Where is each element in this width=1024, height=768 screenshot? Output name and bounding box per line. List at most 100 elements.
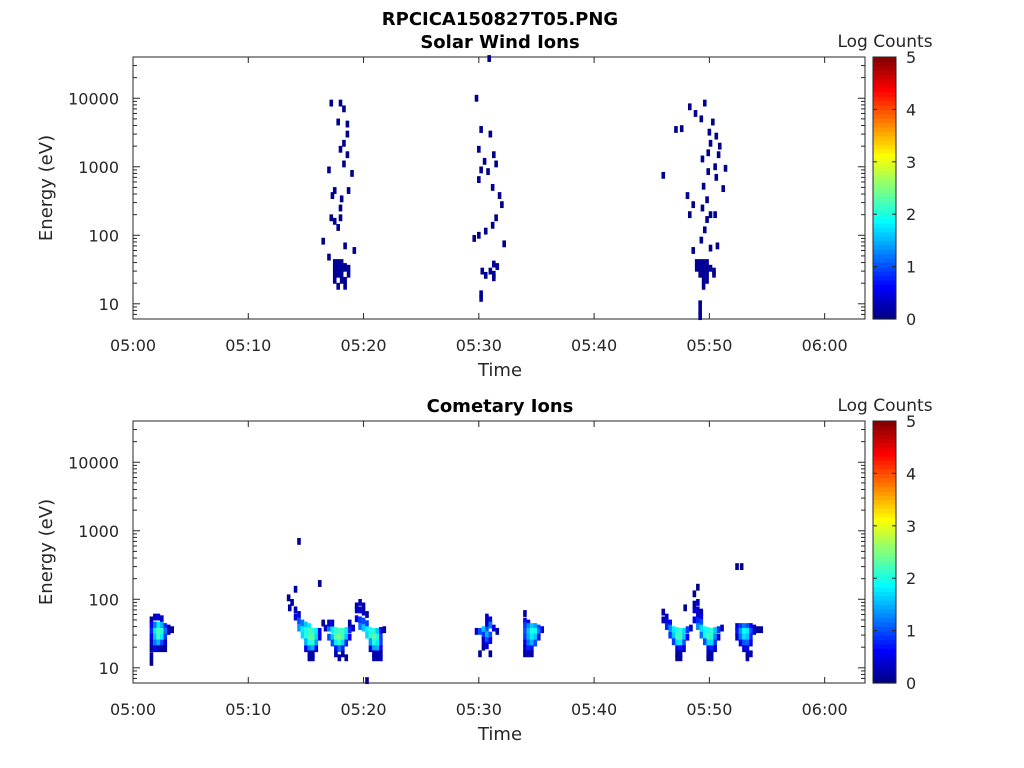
colorbar-tick-label: 1 <box>906 258 916 277</box>
heatmap-cell <box>526 650 531 658</box>
colorbar-tick-label: 5 <box>906 412 916 431</box>
heatmap-cell <box>711 118 715 126</box>
colorbar-swatch <box>873 613 896 619</box>
colorbar-swatch <box>873 161 896 167</box>
heatmap-cell <box>696 583 700 591</box>
heatmap-cell <box>153 613 157 621</box>
colorbar-swatch <box>873 600 896 605</box>
heatmap-cell <box>745 645 750 653</box>
heatmap-cell <box>317 627 322 635</box>
heatmap-cell <box>530 645 534 653</box>
heatmap-cell <box>720 624 724 632</box>
heatmap-cell <box>709 627 714 635</box>
heatmap-cell <box>337 639 342 647</box>
heatmap-cell <box>337 654 342 662</box>
heatmap-cell <box>742 633 746 641</box>
colorbar-swatch <box>873 249 896 255</box>
heatmap-cell <box>339 259 344 266</box>
heatmap-cell <box>679 125 684 133</box>
colorbar-swatch <box>873 648 896 654</box>
heatmap-cell <box>536 628 541 636</box>
colorbar-swatch <box>873 83 896 89</box>
colorbar-swatch <box>873 57 896 62</box>
heatmap-cell <box>314 627 319 635</box>
heatmap-cell <box>297 537 301 545</box>
heatmap-cell <box>708 244 713 252</box>
heatmap-cell <box>745 654 750 662</box>
heatmap-cell <box>523 645 527 653</box>
heatmap-cell <box>314 633 319 641</box>
heatmap-cell <box>687 103 692 111</box>
x-tick-label: 05:40 <box>571 336 617 355</box>
heatmap-cell <box>343 264 347 272</box>
colorbar-swatch <box>873 314 896 320</box>
colorbar-label: Log Counts <box>837 32 932 52</box>
heatmap-cell <box>486 168 490 176</box>
heatmap-cell <box>706 654 711 662</box>
heatmap-cell <box>485 624 489 632</box>
heatmap-cell <box>352 247 357 254</box>
heatmap-cell <box>685 192 690 199</box>
heatmap-cell <box>699 236 704 244</box>
heatmap-cell <box>330 633 335 641</box>
colorbar-swatch <box>873 126 896 132</box>
colorbar-swatch <box>873 678 896 684</box>
colorbar-swatch <box>873 508 896 514</box>
colorbar-swatch <box>873 288 896 294</box>
heatmap-cell <box>372 654 376 662</box>
heatmap-cell <box>702 99 707 107</box>
heatmap-cell <box>713 211 717 219</box>
colorbar-swatch <box>873 218 896 224</box>
colorbar-swatch <box>873 253 896 259</box>
heatmap-cell <box>160 615 164 623</box>
heatmap-cell <box>682 633 686 641</box>
colorbar-swatch <box>873 447 896 453</box>
y-axis: 10 100 1000 10000 <box>68 420 865 684</box>
heatmap-cell <box>339 270 344 278</box>
heatmap-cell <box>523 639 527 647</box>
heatmap-cell <box>675 650 679 658</box>
colorbar-swatch <box>873 65 896 71</box>
heatmap-cell <box>343 276 347 284</box>
colorbar-swatch <box>873 227 896 233</box>
colorbar-swatch <box>873 122 896 128</box>
heatmap-cell <box>678 639 683 647</box>
heatmap-cell <box>485 637 489 644</box>
heatmap-cell <box>488 130 493 138</box>
heatmap-cell <box>307 633 312 641</box>
heatmap-cell <box>153 633 157 641</box>
colorbar-swatch <box>873 96 896 102</box>
heatmap-cell <box>526 633 531 641</box>
heatmap-cell <box>708 264 713 272</box>
heatmap-cell <box>701 182 706 190</box>
heatmap-cell <box>337 633 342 641</box>
colorbar-swatch <box>873 157 896 163</box>
heatmap-cell <box>156 633 161 641</box>
colorbar-swatch <box>873 78 896 84</box>
x-tick-label: 05:00 <box>110 700 156 719</box>
heatmap-cell <box>738 633 743 641</box>
heatmap-cell <box>342 160 346 168</box>
heatmap-cell <box>706 639 711 647</box>
heatmap-cell <box>338 145 343 153</box>
heatmap-cell <box>701 276 706 284</box>
heatmap-cell <box>675 627 679 634</box>
heatmap-cell <box>311 633 315 641</box>
y-tick-label: 10000 <box>68 89 119 108</box>
heatmap-cell <box>712 270 716 278</box>
heatmap-cell <box>700 155 705 163</box>
heatmap-cell <box>705 259 709 266</box>
y-tick-label: 10 <box>99 295 119 314</box>
heatmap-cell <box>472 234 477 242</box>
heatmap-cell <box>494 214 498 222</box>
heatmap-cell <box>696 611 700 618</box>
colorbar-tick-label: 2 <box>906 205 916 224</box>
colorbar-swatch <box>873 656 896 662</box>
heatmap-cell <box>344 639 349 647</box>
heatmap-cell <box>692 606 697 614</box>
heatmap-cell <box>479 126 483 133</box>
colorbar-swatch <box>873 608 896 614</box>
heatmap-cell <box>368 645 373 653</box>
colorbar-swatch <box>873 499 896 505</box>
heatmap-cell <box>379 645 383 653</box>
